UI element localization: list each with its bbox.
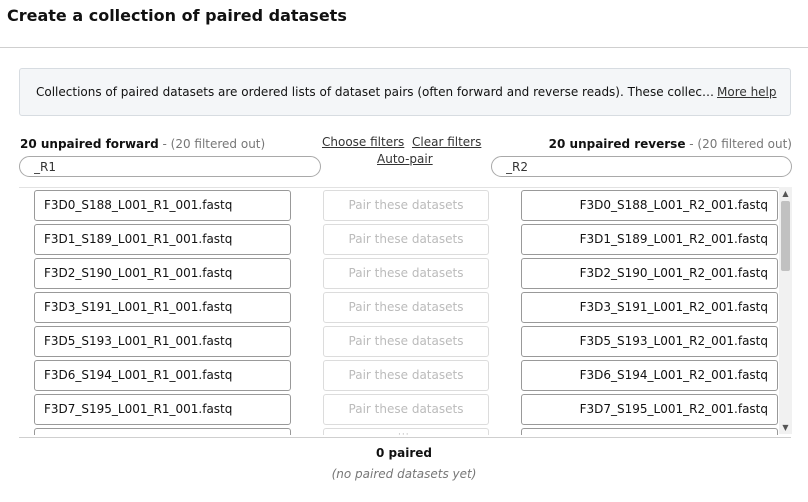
triangle-down-icon[interactable]: ▼: [782, 423, 789, 432]
list-item: F3D0_S188_L001_R1_001.fastq Pair these d…: [19, 190, 791, 221]
forward-header: 20 unpaired forward - (20 filtered out): [20, 137, 265, 151]
help-text: Collections of paired datasets are order…: [36, 85, 716, 99]
reverse-dataset[interactable]: F3D1_S189_L001_R2_001.fastq: [521, 224, 778, 255]
pair-button[interactable]: Pair these datasets: [323, 292, 489, 323]
reverse-dataset[interactable]: F3D2_S190_L001_R2_001.fastq: [521, 258, 778, 289]
clear-filters-link[interactable]: Clear filters: [412, 135, 482, 149]
pair-button[interactable]: Pair these datasets: [323, 326, 489, 357]
reverse-count: 20 unpaired reverse: [548, 137, 686, 151]
pair-button[interactable]: Pair these datasets: [323, 258, 489, 289]
forward-dataset[interactable]: F3D5_S193_L001_R1_001.fastq: [34, 326, 291, 357]
divider: [19, 437, 791, 438]
forward-dataset[interactable]: [34, 428, 291, 435]
reverse-dataset[interactable]: F3D3_S191_L001_R2_001.fastq: [521, 292, 778, 323]
forward-dataset[interactable]: F3D2_S190_L001_R1_001.fastq: [34, 258, 291, 289]
list-item: F3D7_S195_L001_R1_001.fastq Pair these d…: [19, 394, 791, 425]
reverse-filtered: - (20 filtered out): [685, 137, 792, 151]
auto-pair-link[interactable]: Auto-pair: [377, 152, 433, 166]
pair-button[interactable]: [323, 428, 489, 435]
more-help-link[interactable]: More help: [717, 85, 777, 99]
reverse-filter-input[interactable]: [491, 156, 792, 177]
paired-empty-message: (no paired datasets yet): [331, 467, 477, 481]
scroll-thumb[interactable]: [781, 201, 790, 271]
reverse-dataset[interactable]: F3D7_S195_L001_R2_001.fastq: [521, 394, 778, 425]
pair-button[interactable]: Pair these datasets: [323, 224, 489, 255]
reverse-dataset[interactable]: F3D5_S193_L001_R2_001.fastq: [521, 326, 778, 357]
modal-header: Create a collection of paired datasets: [0, 0, 808, 48]
paired-count: 0 paired: [376, 446, 432, 460]
reverse-dataset[interactable]: F3D0_S188_L001_R2_001.fastq: [521, 190, 778, 221]
list-item: F3D6_S194_L001_R1_001.fastq Pair these d…: [19, 360, 791, 391]
pair-button[interactable]: Pair these datasets: [323, 360, 489, 391]
forward-dataset[interactable]: F3D7_S195_L001_R1_001.fastq: [34, 394, 291, 425]
forward-filter-input[interactable]: [19, 156, 321, 177]
triangle-up-icon[interactable]: ▲: [782, 189, 789, 198]
list-item: F3D3_S191_L001_R1_001.fastq Pair these d…: [19, 292, 791, 323]
list-item: [19, 428, 791, 435]
list-scrollbar[interactable]: ▲ ▼: [779, 187, 792, 434]
list-item: F3D2_S190_L001_R1_001.fastq Pair these d…: [19, 258, 791, 289]
choose-filters-link[interactable]: Choose filters: [322, 135, 405, 149]
list-item: F3D5_S193_L001_R1_001.fastq Pair these d…: [19, 326, 791, 357]
unpaired-list: F3D0_S188_L001_R1_001.fastq Pair these d…: [19, 187, 791, 435]
list-item: F3D1_S189_L001_R1_001.fastq Pair these d…: [19, 224, 791, 255]
pair-button[interactable]: Pair these datasets: [323, 190, 489, 221]
reverse-header: 20 unpaired reverse - (20 filtered out): [549, 137, 792, 151]
forward-dataset[interactable]: F3D6_S194_L001_R1_001.fastq: [34, 360, 291, 391]
forward-count: 20 unpaired forward: [20, 137, 159, 151]
forward-dataset[interactable]: F3D3_S191_L001_R1_001.fastq: [34, 292, 291, 323]
forward-dataset[interactable]: F3D1_S189_L001_R1_001.fastq: [34, 224, 291, 255]
pair-button[interactable]: Pair these datasets: [323, 394, 489, 425]
reverse-dataset[interactable]: [521, 428, 778, 435]
forward-filtered: - (20 filtered out): [158, 137, 266, 151]
drag-handle-icon[interactable]: ···: [398, 430, 410, 440]
reverse-dataset[interactable]: F3D6_S194_L001_R2_001.fastq: [521, 360, 778, 391]
page-title: Create a collection of paired datasets: [7, 6, 347, 25]
forward-dataset[interactable]: F3D0_S188_L001_R1_001.fastq: [34, 190, 291, 221]
help-box: Collections of paired datasets are order…: [19, 68, 791, 116]
